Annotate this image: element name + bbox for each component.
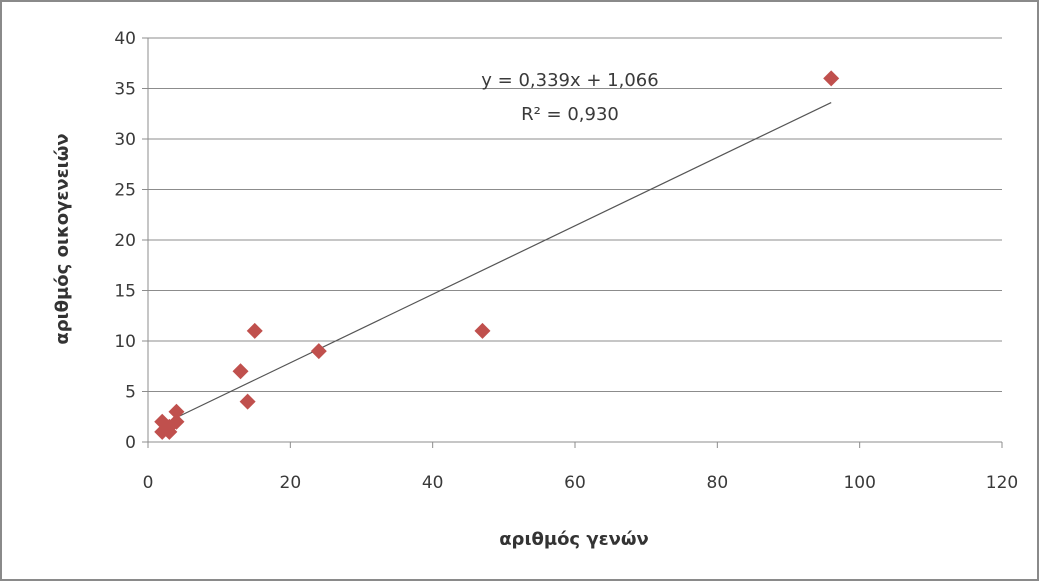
data-point: [168, 413, 185, 430]
y-tick-label: 0: [125, 433, 136, 453]
data-point: [823, 70, 840, 87]
y-tick-label: 30: [114, 130, 136, 150]
trendline-equation: y = 0,339x + 1,066: [481, 70, 658, 91]
x-tick-label: 120: [986, 473, 1018, 493]
data-point: [239, 393, 256, 410]
y-tick-label: 25: [114, 181, 136, 201]
y-tick-label: 40: [114, 29, 136, 49]
y-tick-label: 10: [114, 332, 136, 352]
x-tick-label: 100: [843, 473, 875, 493]
tick-labels: 0 5 10 15 20 25 30 35 40 0 20 40 60 80 100 120: [114, 29, 1018, 493]
y-tick-label: 20: [114, 231, 136, 251]
x-tick-label: 60: [564, 473, 586, 493]
data-point: [168, 403, 185, 420]
x-tick-label: 40: [422, 473, 444, 493]
x-tick-label: 0: [143, 473, 154, 493]
x-axis-title: αριθμός γενών: [499, 529, 649, 550]
y-tick-label: 35: [114, 80, 136, 100]
trendline-r2: R² = 0,930: [521, 104, 619, 125]
axes: [142, 37, 1003, 448]
x-tick-label: 20: [280, 473, 302, 493]
y-tick-label: 15: [114, 282, 136, 302]
data-points: [154, 70, 840, 440]
y-axis-title: αριθμός οικογενειών: [52, 133, 73, 344]
gridlines: [148, 37, 1002, 392]
data-point: [246, 322, 263, 339]
data-point: [232, 363, 249, 380]
y-tick-label: 5: [125, 383, 136, 403]
data-point: [474, 322, 491, 339]
x-tick-label: 80: [707, 473, 729, 493]
data-point: [310, 343, 327, 360]
trendline-group: [161, 101, 832, 425]
trendline: [161, 101, 832, 425]
